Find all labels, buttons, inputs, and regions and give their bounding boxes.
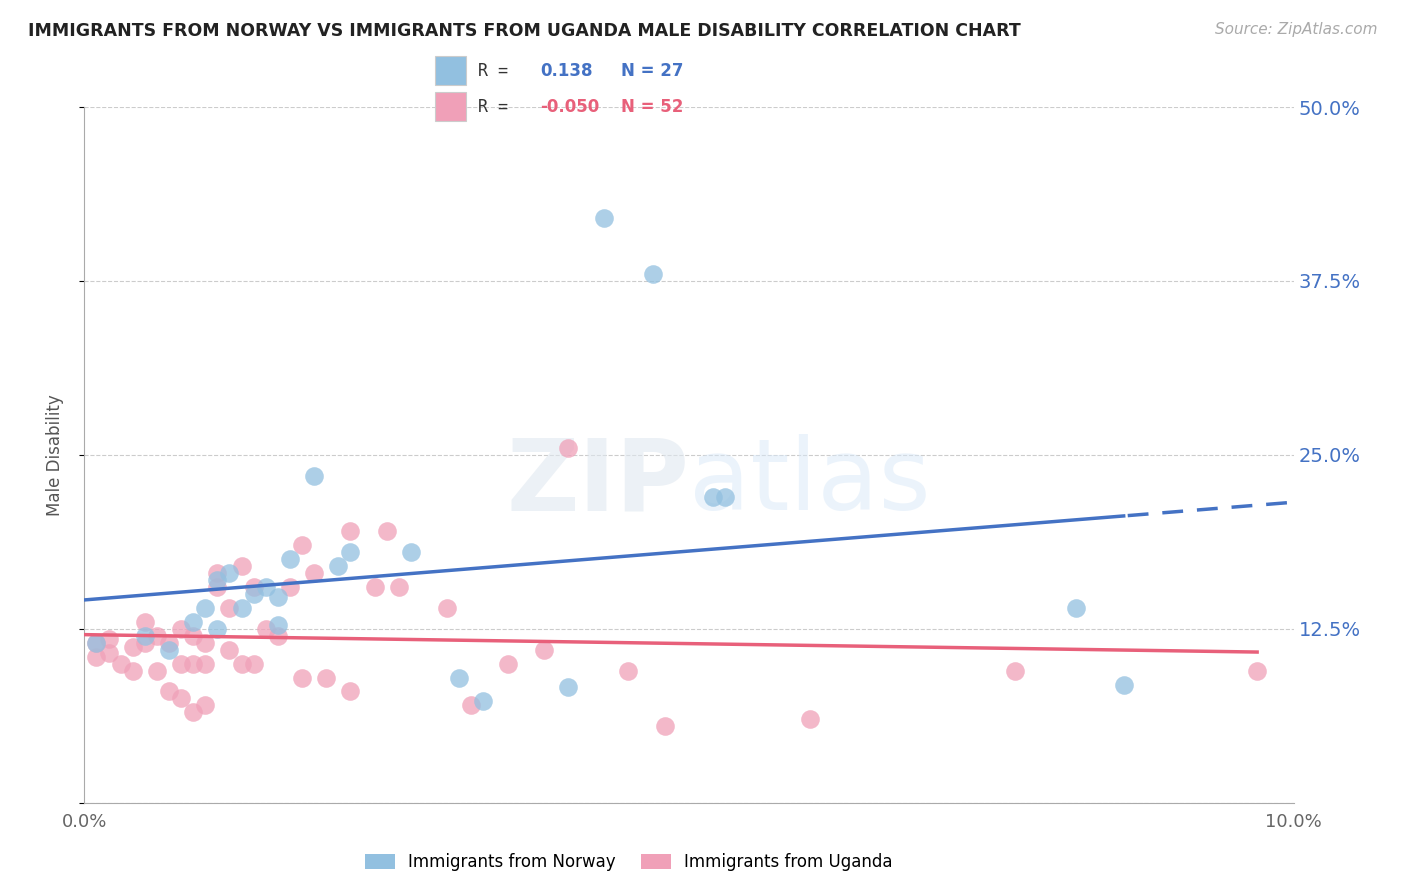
Point [157, 642, 180, 657]
Point [267, 590, 290, 604]
Point [181, 706, 204, 720]
Point [242, 587, 264, 601]
Point [121, 664, 143, 678]
Point [97, 632, 120, 646]
Text: Source: ZipAtlas.com: Source: ZipAtlas.com [1215, 22, 1378, 37]
Text: ZIP: ZIP [506, 434, 689, 532]
Bar [434, 93, 465, 121]
Point [641, 267, 664, 281]
Point [254, 580, 277, 594]
Point [218, 642, 240, 657]
Point [134, 629, 156, 643]
Point [328, 559, 350, 574]
Point [181, 657, 204, 671]
Point [231, 601, 253, 615]
Point [86, 636, 108, 650]
Point [231, 559, 253, 574]
Point [449, 671, 471, 685]
Point [714, 490, 737, 504]
Point [134, 636, 156, 650]
Point [86, 636, 108, 650]
Point [207, 566, 229, 581]
Point [218, 566, 240, 581]
Point [121, 640, 143, 654]
Point [194, 657, 217, 671]
Text: N = 27: N = 27 [620, 62, 683, 79]
Point [267, 617, 290, 632]
Point [399, 545, 422, 559]
Point [1064, 601, 1087, 615]
Point [315, 671, 337, 685]
Point [194, 601, 217, 615]
Point [146, 629, 169, 643]
Point [388, 580, 411, 594]
Y-axis label: Male Disability: Male Disability [45, 394, 63, 516]
Point [557, 441, 579, 455]
Point [278, 580, 301, 594]
Point [267, 629, 290, 643]
Point [533, 642, 555, 657]
Point [1114, 677, 1136, 691]
Text: atlas: atlas [689, 434, 931, 532]
Text: R =: R = [478, 98, 509, 116]
Point [194, 698, 217, 713]
Point [363, 580, 385, 594]
Point [86, 649, 108, 664]
Point [339, 684, 361, 698]
Point [593, 211, 616, 226]
Point [799, 712, 821, 726]
Point [278, 552, 301, 566]
Text: IMMIGRANTS FROM NORWAY VS IMMIGRANTS FROM UGANDA MALE DISABILITY CORRELATION CHA: IMMIGRANTS FROM NORWAY VS IMMIGRANTS FRO… [28, 22, 1021, 40]
Bar [434, 56, 465, 86]
Legend: Immigrants from Norway, Immigrants from Uganda: Immigrants from Norway, Immigrants from … [359, 847, 898, 878]
Point [472, 694, 495, 708]
Point [218, 601, 240, 615]
Point [157, 636, 180, 650]
Point [339, 524, 361, 539]
Point [207, 580, 229, 594]
Point [254, 622, 277, 636]
Point [617, 664, 640, 678]
Point [436, 601, 458, 615]
Point [157, 684, 180, 698]
Point [302, 566, 325, 581]
Point [170, 691, 193, 706]
Point [557, 681, 579, 695]
Point [496, 657, 519, 671]
Point [702, 490, 724, 504]
Point [1004, 664, 1026, 678]
Point [242, 657, 264, 671]
Text: N = 52: N = 52 [620, 98, 683, 116]
Point [134, 615, 156, 629]
Point [170, 657, 193, 671]
Point [460, 698, 482, 713]
Point [302, 468, 325, 483]
Point [146, 664, 169, 678]
Point [97, 646, 120, 660]
Point [207, 573, 229, 587]
Point [291, 538, 314, 552]
Text: 0.138: 0.138 [540, 62, 593, 79]
Point [181, 615, 204, 629]
Point [291, 671, 314, 685]
Point [110, 657, 132, 671]
Point [231, 657, 253, 671]
Point [242, 580, 264, 594]
Point [654, 719, 676, 733]
Text: -0.050: -0.050 [540, 98, 599, 116]
Point [375, 524, 398, 539]
Point [181, 629, 204, 643]
Point [170, 622, 193, 636]
Point [1246, 664, 1268, 678]
Point [207, 622, 229, 636]
Point [339, 545, 361, 559]
Point [194, 636, 217, 650]
Text: R =: R = [478, 62, 509, 79]
